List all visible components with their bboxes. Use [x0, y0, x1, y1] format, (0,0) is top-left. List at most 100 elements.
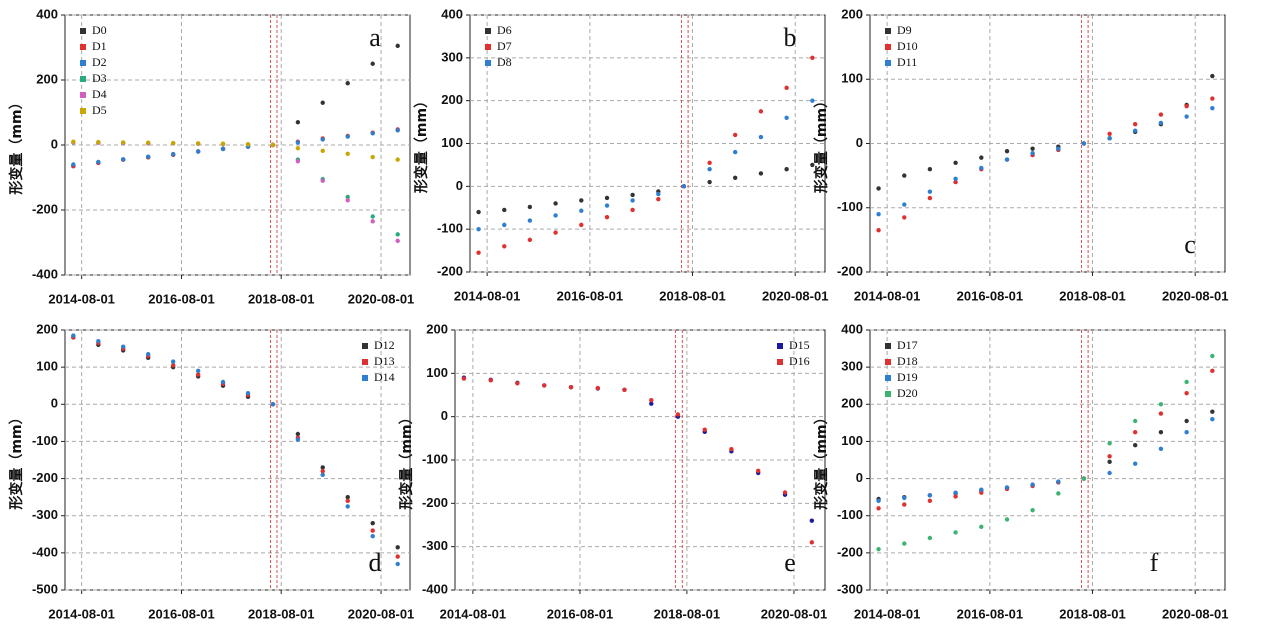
y-tick-label: -100 [32, 433, 58, 448]
panel: 2014-08-01 2016-08-01 2018-08-01 2020-08-01… [813, 6, 1228, 303]
data-point [876, 211, 881, 217]
y-tick-label: 400 [841, 321, 863, 336]
x-tick-label: 2014-08-01 [48, 606, 115, 621]
data-point [220, 379, 226, 385]
data-point [927, 493, 933, 498]
data-point [902, 495, 907, 501]
panel-letter: c [1184, 230, 1196, 259]
data-point [461, 376, 467, 381]
data-point [220, 146, 226, 152]
legend-label: D19 [897, 370, 918, 384]
data-point [320, 472, 325, 478]
data-point [953, 176, 958, 182]
data-point [649, 398, 654, 403]
legend-marker [80, 28, 86, 34]
y-axis-label: 形变量（mm） [413, 94, 430, 193]
y-tick-label: -200 [422, 495, 448, 510]
data-point [809, 540, 815, 545]
y-tick-label: -200 [837, 263, 863, 278]
data-point [953, 160, 958, 165]
data-point [120, 157, 126, 162]
legend-label: D13 [374, 354, 395, 368]
data-point [876, 228, 881, 233]
data-point [370, 61, 375, 66]
legend-label: D9 [897, 23, 912, 37]
data-point [320, 468, 325, 474]
data-point [1132, 429, 1138, 435]
data-point [595, 385, 601, 391]
y-tick-label: 300 [441, 49, 463, 64]
data-point [622, 387, 627, 392]
data-point [1158, 429, 1164, 435]
legend-marker [485, 44, 491, 50]
y-tick-label: 0 [441, 408, 448, 423]
data-point [784, 85, 789, 91]
data-point [145, 140, 151, 145]
data-point [170, 359, 176, 364]
legend-marker [80, 60, 86, 66]
data-point [1210, 105, 1215, 111]
legend-marker [777, 359, 783, 365]
data-point [732, 132, 738, 138]
data-point [1132, 128, 1138, 133]
legend-label: D12 [374, 338, 395, 352]
data-point [270, 142, 276, 148]
data-point [1158, 411, 1164, 416]
legend-label: D20 [897, 386, 918, 400]
y-tick-label: 0 [856, 135, 863, 150]
data-point [476, 250, 481, 255]
y-tick-label: -100 [837, 199, 863, 214]
data-point [345, 151, 350, 156]
data-point [902, 215, 907, 220]
y-tick-label: -100 [422, 451, 448, 466]
data-point [979, 524, 984, 530]
data-point [604, 203, 610, 208]
data-point [295, 159, 301, 164]
data-point [195, 141, 201, 146]
data-point [1030, 150, 1035, 156]
x-tick-label: 2020-08-01 [348, 291, 415, 306]
legend-marker [885, 343, 891, 349]
x-tick-label: 2014-08-01 [854, 288, 921, 303]
data-point [702, 427, 707, 432]
legend-marker [80, 92, 86, 98]
data-point [1030, 507, 1035, 513]
legend-label: D11 [897, 55, 917, 69]
data-point [1081, 476, 1087, 481]
data-point [395, 43, 400, 49]
data-point [345, 194, 350, 200]
legend-label: D3 [92, 71, 107, 85]
data-point [1030, 146, 1035, 151]
data-point [1210, 73, 1215, 79]
data-point [953, 179, 958, 185]
y-tick-label: 0 [856, 470, 863, 485]
data-point [1184, 104, 1189, 109]
x-tick-label: 2016-08-01 [557, 288, 624, 303]
data-point [195, 372, 201, 377]
data-point [370, 520, 375, 526]
y-tick-label: -200 [32, 201, 58, 216]
data-point [876, 506, 881, 511]
data-point [370, 533, 375, 539]
data-point [120, 344, 126, 349]
data-point [732, 175, 738, 180]
data-point [270, 402, 276, 407]
data-point [630, 207, 635, 213]
plot-frame [869, 329, 1226, 591]
y-tick-label: 200 [841, 6, 863, 21]
panel-letter: e [784, 548, 796, 577]
legend-marker [777, 343, 783, 349]
legend-marker [885, 28, 891, 34]
data-point [1210, 96, 1215, 101]
data-point [395, 232, 400, 237]
panel-letter: b [784, 23, 797, 52]
data-point [810, 55, 815, 61]
legend-marker [885, 44, 891, 50]
y-tick-label: -200 [32, 470, 58, 485]
data-point [1210, 353, 1215, 359]
data-point [876, 186, 881, 191]
x-tick-label: 2018-08-01 [248, 606, 315, 621]
y-tick-label: 200 [426, 321, 448, 336]
data-point [476, 209, 481, 215]
